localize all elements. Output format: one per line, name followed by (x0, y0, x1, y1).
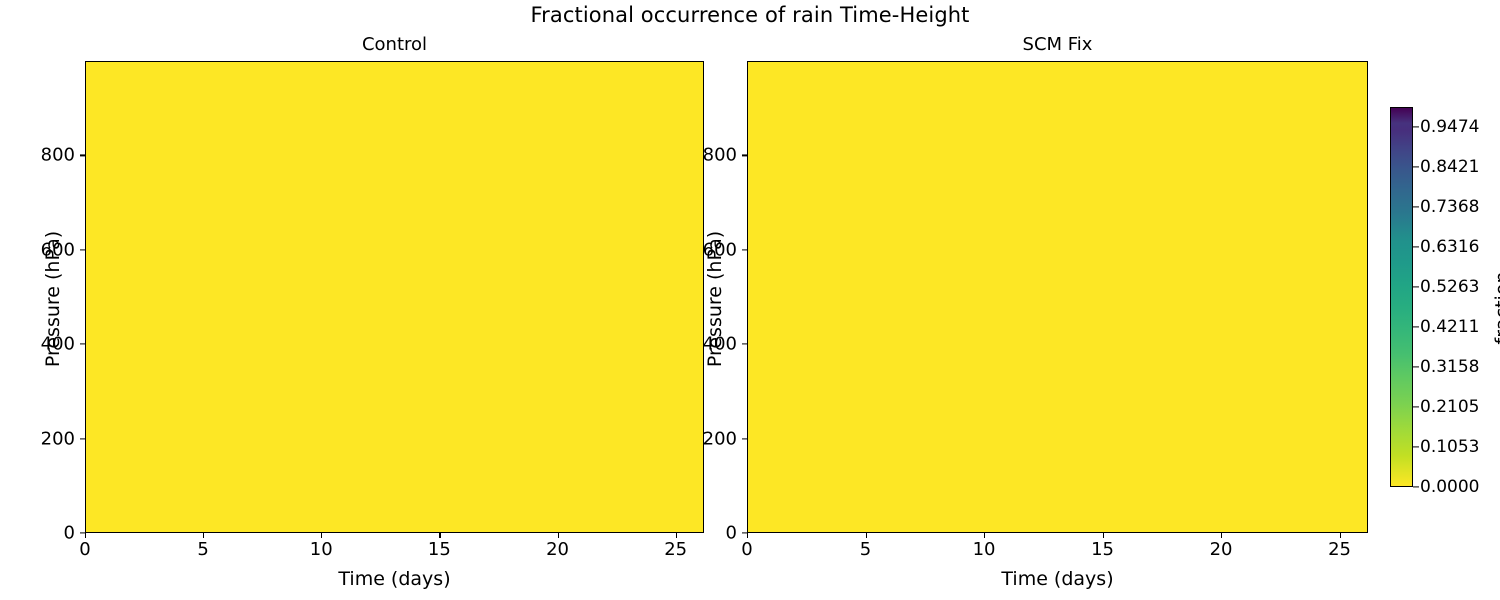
y-tick-mark (742, 343, 747, 345)
y-tick-mark (742, 154, 747, 156)
colorbar-tick-label: 0.4211 (1420, 316, 1480, 337)
colorbar-tick-label: 0.7368 (1420, 197, 1480, 218)
x-tick-mark (675, 533, 677, 538)
y-tick-label: 600 (702, 239, 737, 261)
colorbar-tick-label: 0.6316 (1420, 236, 1480, 257)
colorbar-tick-label: 0.5263 (1420, 277, 1480, 297)
colorbar-tick-mark (1413, 406, 1419, 408)
x-tick-label: 25 (664, 539, 688, 560)
colorbar-tick-mark (1413, 446, 1419, 448)
colorbar-tick-label: 0.0000 (1420, 477, 1480, 497)
y-axis-label-scm-fix: Pressure (hPa) (704, 230, 726, 368)
x-tick-label: 0 (741, 539, 753, 560)
colorbar-tick-mark (1413, 286, 1419, 288)
y-tick-label: 800 (40, 144, 75, 166)
x-axis-label-scm-fix: Time (days) (1001, 568, 1114, 590)
x-tick-label: 25 (1328, 539, 1351, 560)
x-tick-label: 20 (1209, 539, 1233, 560)
y-tick-label: 200 (702, 428, 737, 450)
y-tick-label: 800 (702, 144, 737, 166)
figure-title: Fractional occurrence of rain Time-Heigh… (530, 3, 970, 27)
x-tick-mark (984, 533, 986, 538)
colorbar-tick-mark (1413, 166, 1419, 168)
colorbar-tick-mark (1413, 366, 1419, 368)
colorbar-tick-label: 0.9474 (1420, 116, 1480, 137)
y-tick-mark (742, 249, 747, 251)
x-tick-mark (1221, 533, 1223, 538)
x-tick-label: 10 (309, 539, 333, 560)
x-tick-label: 15 (427, 539, 451, 560)
x-tick-mark (865, 533, 867, 538)
y-tick-label: 0 (725, 522, 737, 544)
colorbar-tick-label: 0.3158 (1420, 356, 1480, 377)
x-tick-label: 10 (972, 539, 996, 560)
x-tick-mark (321, 533, 323, 538)
colorbar-gradient (1390, 107, 1413, 487)
y-tick-label: 400 (40, 333, 75, 355)
x-tick-mark (203, 533, 205, 538)
x-tick-mark (1102, 533, 1104, 538)
colorbar-tick-label: 0.2105 (1420, 397, 1480, 417)
heatmap-image-scm-fix (748, 62, 1367, 532)
heatmap-image-control (86, 62, 703, 532)
colorbar-tick-label: 0.1053 (1420, 436, 1480, 457)
y-tick-label: 600 (40, 239, 75, 261)
y-tick-mark (80, 154, 85, 156)
x-tick-label: 5 (859, 539, 872, 560)
x-tick-label: 0 (79, 539, 91, 560)
colorbar-tick-label: 0.8421 (1420, 157, 1480, 177)
x-tick-mark (439, 533, 441, 538)
x-tick-mark (557, 533, 559, 538)
colorbar-tick-mark (1413, 126, 1419, 128)
x-tick-label: 15 (1091, 539, 1114, 560)
y-tick-mark (80, 438, 85, 440)
x-tick-mark (85, 533, 87, 538)
y-tick-mark (80, 532, 85, 534)
y-tick-mark (742, 532, 747, 534)
colorbar-tick-mark (1413, 246, 1419, 248)
colorbar-tick-mark (1413, 326, 1419, 328)
x-axis-label-control: Time (days) (338, 568, 451, 590)
y-tick-mark (80, 343, 85, 345)
colorbar-tick-mark (1413, 206, 1419, 208)
y-tick-label: 0 (63, 522, 75, 544)
x-tick-label: 20 (546, 539, 569, 560)
x-tick-mark (1339, 533, 1341, 538)
y-tick-mark (80, 249, 85, 251)
heatmap-panel-scm-fix (747, 61, 1368, 533)
panel-title-scm-fix: SCM Fix (1022, 34, 1093, 55)
y-tick-mark (742, 438, 747, 440)
colorbar-tick-mark (1413, 486, 1419, 488)
x-tick-mark (747, 533, 749, 538)
heatmap-panel-control (85, 61, 704, 533)
x-tick-label: 5 (197, 539, 209, 560)
colorbar-label: fraction (1491, 271, 1500, 345)
y-axis-label-control: Pressure (hPa) (42, 230, 64, 368)
y-tick-label: 400 (702, 333, 737, 355)
panel-title-control: Control (361, 34, 428, 55)
y-tick-label: 200 (40, 428, 75, 450)
